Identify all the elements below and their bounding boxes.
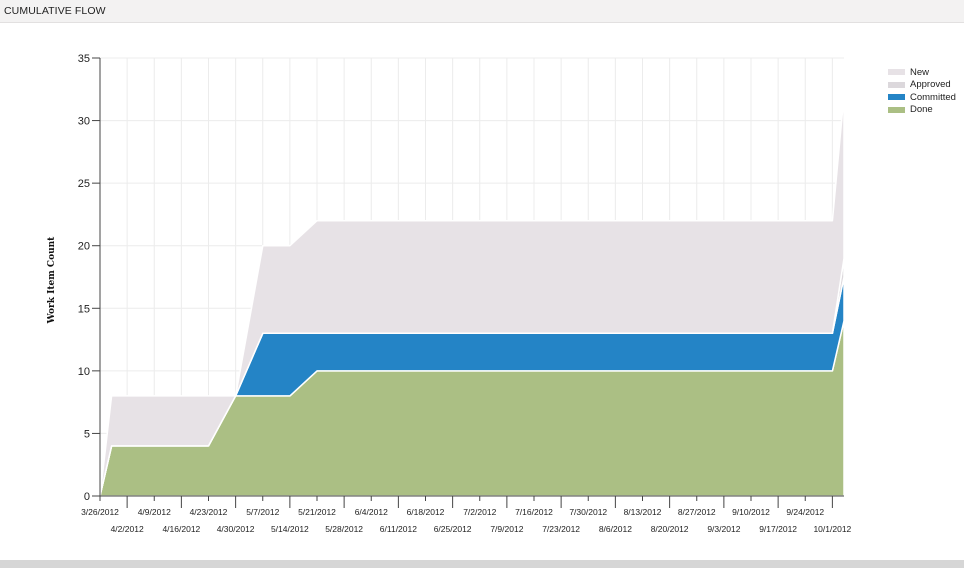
x-tick-label: 7/30/2012 [569,507,607,517]
chart-areas [99,94,845,497]
y-tick-label: 20 [78,241,90,253]
x-tick-label: 6/18/2012 [407,507,445,517]
x-tick-label: 4/30/2012 [217,524,255,534]
legend-label-committed: Committed [910,91,956,103]
y-tick-label: 25 [78,178,90,190]
chart-legend: New Approved Committed Done [888,66,956,116]
x-tick-label: 6/25/2012 [434,524,472,534]
x-tick-label: 9/24/2012 [786,507,824,517]
area-new [99,94,845,497]
legend-item-approved[interactable]: Approved [888,79,956,92]
legend-label-done: Done [910,104,933,116]
y-axis-label: Work Item Count [47,236,57,324]
x-tick-label: 8/6/2012 [599,524,632,534]
y-tick-label: 15 [78,303,90,315]
legend-label-approved: Approved [910,79,951,91]
x-tick-label: 9/10/2012 [732,507,770,517]
x-tick-label: 8/13/2012 [624,507,662,517]
x-tick-label: 9/17/2012 [759,524,797,534]
y-tick-label: 35 [78,53,90,65]
panel-header: CUMULATIVE FLOW [0,0,964,23]
y-tick-label: 30 [78,116,90,128]
cumulative-flow-chart: 0 5 10 15 20 25 30 35 3/26/2012 4/2/2012 4/9/2012 4… [47,53,852,534]
x-tick-label: 7/16/2012 [515,507,553,517]
panel-title: CUMULATIVE FLOW [4,5,106,17]
x-tick-label: 8/27/2012 [678,507,716,517]
x-tick-label: 7/23/2012 [542,524,580,534]
x-tick-label: 8/20/2012 [651,524,689,534]
x-tick-label: 7/2/2012 [463,507,496,517]
y-tick-label: 5 [84,428,90,440]
y-tick-label: 10 [78,366,90,378]
x-tick-label: 7/9/2012 [490,524,523,534]
x-tick-label: 5/28/2012 [325,524,363,534]
x-tick-label: 4/16/2012 [162,524,200,534]
y-tick-label: 0 [84,491,90,503]
legend-swatch-committed [888,94,905,101]
legend-swatch-approved [888,81,905,88]
x-tick-label: 10/1/2012 [813,524,851,534]
x-tick-label: 4/9/2012 [138,507,171,517]
x-tick-label: 6/11/2012 [380,524,417,534]
x-tick-label: 5/21/2012 [298,507,336,517]
x-tick-label: 4/2/2012 [111,524,144,534]
x-tick-label: 5/7/2012 [246,507,279,517]
x-tick-label: 3/26/2012 [81,507,119,517]
x-tick-label: 9/3/2012 [707,524,740,534]
legend-item-committed[interactable]: Committed [888,91,956,104]
legend-swatch-done [888,106,905,113]
bottom-scroll-strip [0,560,964,568]
chart-axes: 0 5 10 15 20 25 30 35 3/26/2012 4/2/2012 4/9/2012 4… [78,53,852,534]
x-tick-label: 4/23/2012 [190,507,228,517]
x-tick-label: 5/14/2012 [271,524,309,534]
legend-label-new: New [910,66,930,78]
legend-swatch-new [888,69,905,76]
x-tick-label: 6/4/2012 [355,507,388,517]
legend-item-done[interactable]: Done [888,104,956,117]
legend-item-new[interactable]: New [888,66,956,79]
